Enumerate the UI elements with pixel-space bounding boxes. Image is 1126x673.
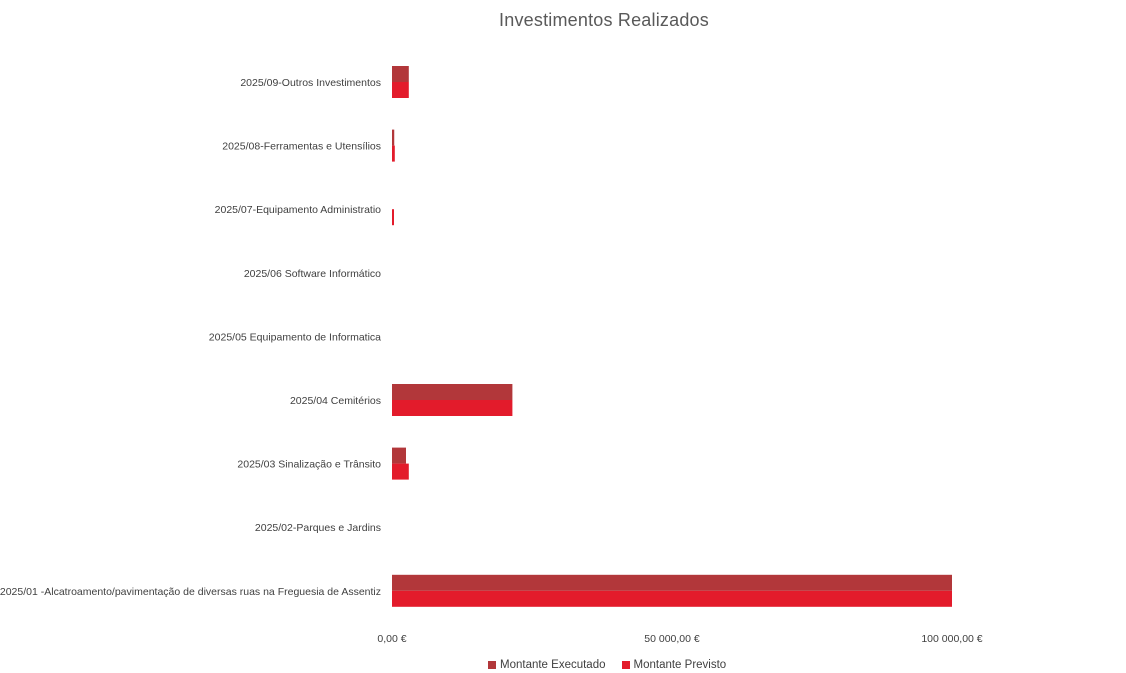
category-label: 2025/01 -Alcatroamento/pavimentação de d… — [0, 586, 381, 598]
x-tick-label: 100 000,00 € — [921, 633, 982, 645]
category-label: 2025/03 Sinalização e Trânsito — [237, 459, 381, 471]
category-label: 2025/04 Cemitérios — [290, 395, 381, 407]
category-labels: 2025/09-Outros Investimentos 2025/08-Ferr… — [0, 77, 381, 598]
bar-executado — [392, 66, 409, 82]
bar-previsto — [392, 463, 409, 480]
bar-executado — [392, 574, 952, 591]
legend-label-previsto: Montante Previsto — [633, 659, 727, 671]
legend-item-previsto: Montante Previsto — [621, 659, 727, 671]
bar-previsto — [392, 400, 513, 416]
bar-previsto — [392, 209, 394, 226]
bar-previsto — [392, 145, 395, 162]
category-label: 2025/06 Software Informático — [244, 268, 381, 280]
category-label: 2025/05 Equipamento de Informatica — [209, 331, 381, 343]
x-axis-tick-labels: 0,00 € 50 000,00 € 100 000,00 € — [377, 633, 982, 645]
legend-swatch-previsto — [621, 661, 630, 669]
legend-label-executado: Montante Executado — [500, 659, 606, 671]
bars — [392, 66, 952, 607]
category-label: 2025/07-Equipamento Administratio — [215, 204, 382, 216]
category-label: 2025/02-Parques e Jardins — [255, 522, 381, 534]
legend-swatch-executado — [488, 661, 496, 669]
legend-item-executado: Montante Executado — [488, 659, 606, 671]
bar-executado — [392, 447, 406, 464]
chart-title: Investimentos Realizados — [499, 10, 709, 30]
bar-previsto — [392, 82, 409, 98]
category-label: 2025/09-Outros Investimentos — [240, 77, 381, 89]
bar-executado — [392, 384, 513, 400]
x-tick-label: 0,00 € — [377, 633, 406, 645]
legend: Montante Executado Montante Previsto — [488, 659, 726, 671]
x-tick-label: 50 000,00 € — [644, 633, 700, 645]
bar-executado — [392, 129, 395, 146]
bar-previsto — [392, 590, 952, 607]
category-label: 2025/08-Ferramentas e Utensílios — [222, 141, 381, 153]
